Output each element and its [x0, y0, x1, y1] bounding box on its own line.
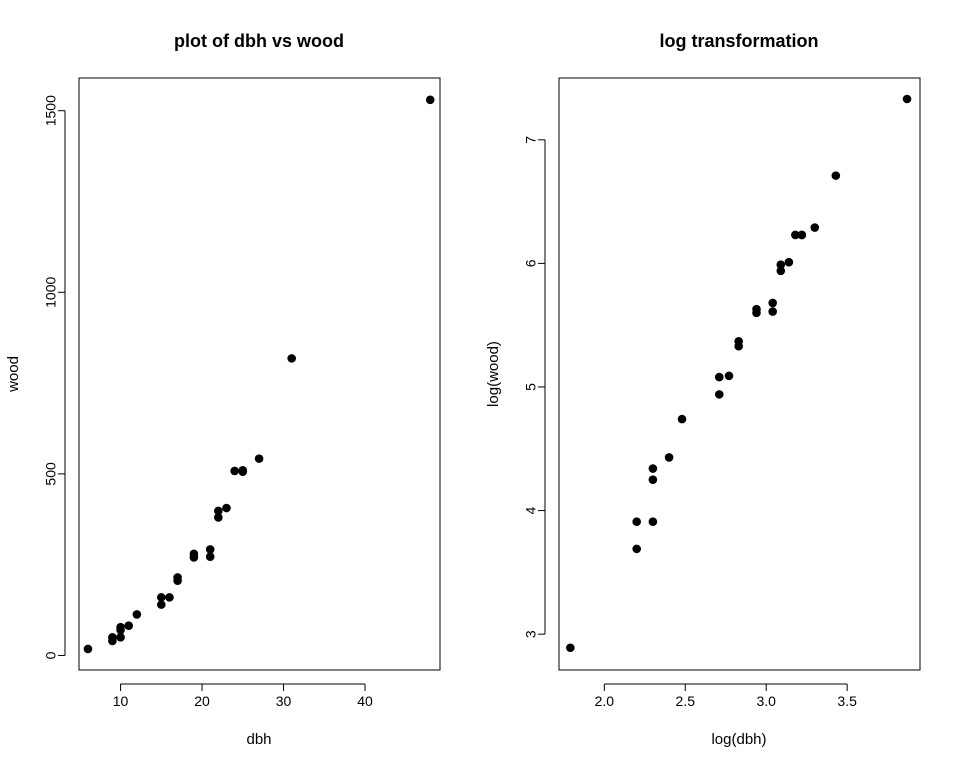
- left-data-point: [205, 545, 215, 554]
- left-data-point: [173, 573, 182, 582]
- right-data-point: [902, 94, 912, 104]
- left-data-point: [116, 633, 125, 642]
- left-data-point: [214, 513, 223, 522]
- right-data-point: [784, 257, 794, 267]
- left-data-point: [132, 610, 142, 619]
- right-data-point: [776, 260, 786, 269]
- left-chart-title: plot of dbh vs wood: [174, 31, 344, 51]
- right-y-tick-label: 5: [523, 383, 539, 391]
- left-x-axis-label: dbh: [246, 731, 271, 748]
- right-y-tick-label: 4: [523, 506, 539, 514]
- right-x-tick-label: 2.5: [676, 693, 696, 709]
- left-x-tick-label: 10: [113, 693, 129, 709]
- right-data-point: [714, 390, 724, 399]
- right-x-axis-label: log(dbh): [711, 731, 766, 748]
- right-data-point: [648, 475, 658, 484]
- panel-left: plot of dbh vs wood 10 20 30 40 0 500 1000 150…: [5, 31, 441, 748]
- left-y-tick-label: 1500: [43, 95, 59, 126]
- right-data-point: [752, 304, 761, 314]
- right-plot-frame: [558, 77, 921, 671]
- left-data-point: [230, 466, 239, 476]
- left-x-tick-label: 20: [194, 693, 210, 709]
- left-data-point: [205, 552, 215, 561]
- right-data-point: [768, 307, 777, 316]
- left-data-point: [108, 633, 117, 642]
- left-data-point: [116, 622, 125, 632]
- right-data-point: [791, 230, 800, 240]
- right-chart-title: log transformation: [659, 31, 818, 51]
- right-x-tick-label: 3.5: [837, 693, 857, 709]
- left-data-point: [157, 600, 166, 609]
- left-points: [83, 95, 435, 654]
- right-data-point: [632, 544, 642, 554]
- left-y-tick-label: 1000: [43, 277, 59, 308]
- left-data-point: [124, 621, 134, 630]
- right-data-point: [714, 372, 724, 382]
- right-data-point: [632, 517, 642, 526]
- right-data-point: [566, 643, 575, 653]
- right-x-axis: 2.0 2.5 3.0 3.5: [595, 683, 857, 709]
- right-x-tick-label: 2.0: [595, 693, 615, 709]
- right-y-tick-label: 7: [523, 136, 539, 144]
- left-x-tick-label: 30: [276, 693, 292, 709]
- right-data-point: [734, 336, 743, 346]
- right-data-point: [831, 171, 841, 180]
- left-data-point: [83, 644, 93, 654]
- right-data-point: [648, 464, 658, 473]
- left-data-point: [222, 503, 231, 513]
- left-y-axis: 0 500 1000 1500: [43, 95, 66, 659]
- right-data-point: [797, 230, 807, 240]
- right-data-point: [648, 517, 658, 526]
- left-x-tick-label: 40: [357, 693, 373, 709]
- left-y-tick-label: 500: [43, 462, 59, 486]
- right-data-point: [810, 223, 820, 232]
- right-data-point: [677, 414, 687, 424]
- right-y-tick-label: 3: [523, 630, 539, 638]
- left-y-axis-label: wood: [5, 356, 22, 393]
- right-data-point: [776, 266, 786, 276]
- left-data-point: [214, 506, 223, 516]
- left-data-point: [425, 95, 435, 105]
- left-y-tick-label: 0: [43, 651, 59, 659]
- right-y-axis-label: log(wood): [485, 341, 502, 407]
- left-data-point: [189, 549, 199, 559]
- left-plot-frame: [78, 77, 441, 671]
- right-y-tick-label: 6: [523, 259, 539, 267]
- right-data-point: [724, 371, 734, 381]
- right-y-axis: 3 4 5 6 7: [523, 136, 546, 638]
- right-x-tick-label: 3.0: [756, 693, 776, 709]
- left-data-point: [165, 593, 174, 602]
- left-data-point: [157, 593, 166, 602]
- right-points: [566, 94, 912, 653]
- right-data-point: [768, 298, 777, 308]
- left-data-point: [238, 465, 248, 475]
- left-data-point: [287, 354, 296, 363]
- left-data-point: [254, 454, 264, 463]
- right-data-point: [664, 453, 674, 462]
- panel-right: log transformation 2.0 2.5 3.0 3.5 3 4 5 6 7 lo…: [485, 31, 921, 748]
- left-x-axis: 10 20 30 40: [113, 683, 373, 709]
